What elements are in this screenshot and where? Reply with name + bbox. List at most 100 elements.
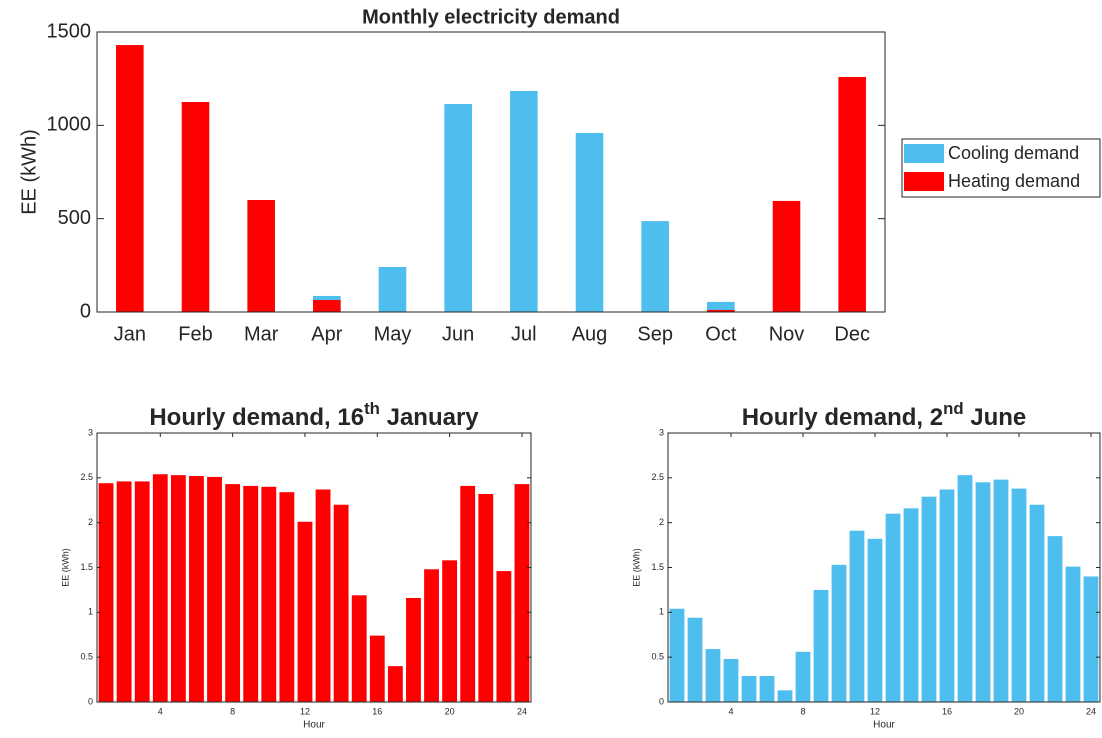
chart-title-part: nd — [943, 399, 964, 418]
bar — [741, 675, 757, 702]
chart-title-part: January — [380, 404, 479, 431]
bar — [442, 560, 458, 702]
x-tick-label: Nov — [769, 323, 805, 345]
y-tick-label: 3 — [88, 427, 93, 437]
plot-frame — [96, 31, 886, 313]
bar — [669, 608, 685, 702]
bar — [116, 481, 132, 702]
bar — [333, 504, 349, 702]
y-tick-label: 0.5 — [651, 652, 664, 662]
bar — [1065, 566, 1081, 702]
bar — [795, 651, 811, 702]
x-tick-label: May — [374, 323, 412, 345]
bar — [152, 474, 168, 702]
bar — [707, 309, 735, 312]
x-axis-label: Hour — [303, 720, 325, 731]
bar — [313, 300, 341, 312]
x-tick-label: Feb — [178, 323, 212, 345]
bar — [705, 649, 721, 702]
bar — [189, 476, 204, 702]
bar — [181, 102, 210, 312]
bar — [496, 571, 512, 702]
bar — [723, 658, 739, 702]
legend-swatch — [904, 172, 944, 191]
x-tick-label: Jul — [511, 323, 537, 345]
y-axis-label: EE (kWh) — [60, 548, 70, 587]
y-axis-label: EE (kWh) — [631, 548, 641, 587]
bar — [993, 479, 1009, 702]
bar — [460, 485, 476, 702]
chart-title: Monthly electricity demand — [362, 6, 620, 28]
x-tick-label: 24 — [1086, 706, 1096, 716]
plot-frame — [667, 432, 1101, 703]
bar — [849, 530, 865, 702]
x-tick-label: 4 — [728, 706, 733, 716]
bar — [903, 508, 919, 702]
bar — [351, 595, 367, 702]
x-tick-label: Oct — [705, 323, 737, 345]
bar — [378, 267, 407, 312]
x-tick-label: 4 — [158, 706, 163, 716]
chart-title-part: June — [964, 404, 1027, 431]
chart-title-part: Hourly demand, 16 — [149, 404, 364, 431]
bar — [261, 486, 277, 702]
y-tick-label: 1500 — [47, 20, 92, 42]
bar — [777, 690, 793, 702]
bar — [1047, 536, 1063, 702]
legend-label: Cooling demand — [948, 143, 1079, 163]
x-tick-label: 12 — [300, 706, 310, 716]
x-tick-label: 16 — [942, 706, 952, 716]
bar — [369, 635, 385, 702]
bar — [831, 564, 847, 702]
bar — [838, 76, 866, 312]
bar — [813, 589, 829, 702]
y-tick-label: 2.5 — [651, 472, 664, 482]
y-tick-label: 2 — [659, 517, 664, 527]
y-tick-label: 2 — [88, 517, 93, 527]
x-tick-label: 8 — [230, 706, 235, 716]
x-tick-label: 16 — [372, 706, 382, 716]
bar — [867, 538, 883, 702]
bar — [707, 301, 735, 312]
y-tick-label: 0 — [659, 696, 664, 706]
bar — [1029, 504, 1045, 702]
legend-swatch — [904, 144, 944, 163]
bar — [315, 489, 331, 702]
bar — [387, 666, 403, 702]
bar — [170, 475, 186, 702]
x-tick-label: 12 — [870, 706, 880, 716]
bar — [641, 221, 669, 312]
bar — [225, 484, 241, 702]
y-tick-label: 1.5 — [80, 562, 93, 572]
bar — [98, 483, 114, 702]
bar — [279, 492, 295, 702]
chart-title-part: th — [364, 399, 380, 418]
bar — [939, 489, 955, 702]
bar — [207, 476, 222, 702]
bar — [885, 513, 901, 702]
chart-title: Hourly demand, 2nd June — [742, 399, 1027, 431]
y-tick-label: 0 — [88, 696, 93, 706]
bar — [957, 475, 973, 702]
x-tick-label: Jun — [442, 323, 474, 345]
legend-label: Heating demand — [948, 171, 1080, 191]
y-tick-label: 3 — [659, 427, 664, 437]
y-tick-label: 1 — [659, 607, 664, 617]
bar — [424, 569, 439, 702]
x-tick-label: 24 — [517, 706, 527, 716]
bar — [134, 481, 150, 702]
y-tick-label: 0.5 — [80, 652, 93, 662]
bar — [247, 200, 275, 312]
x-tick-label: Apr — [311, 323, 342, 345]
bar — [975, 482, 991, 702]
x-tick-label: 20 — [445, 706, 455, 716]
x-tick-label: 20 — [1014, 706, 1024, 716]
x-tick-label: Sep — [637, 323, 673, 345]
bar — [406, 597, 421, 702]
bar — [921, 496, 937, 702]
y-tick-label: 1000 — [47, 114, 92, 136]
bar — [510, 90, 538, 312]
chart-title: Hourly demand, 16th January — [149, 399, 479, 431]
y-tick-label: 0 — [80, 300, 91, 322]
